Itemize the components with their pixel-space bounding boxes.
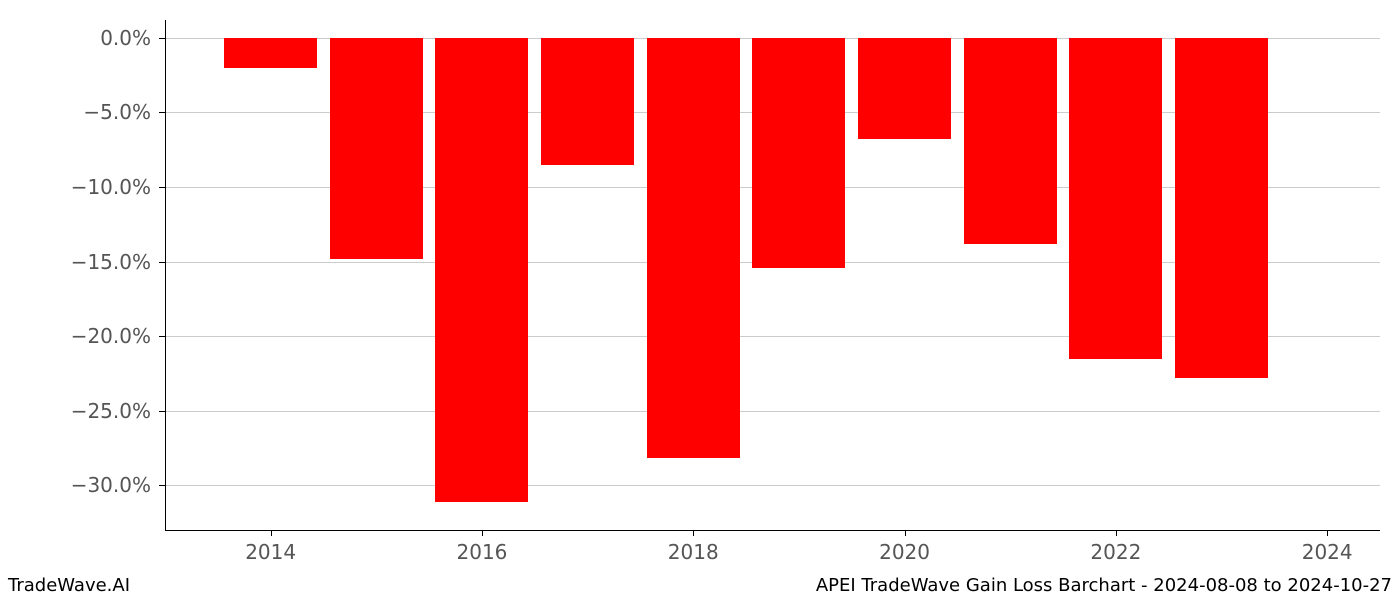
y-tick-label: −10.0% (0, 175, 151, 199)
x-tick-label: 2016 (457, 540, 508, 564)
bar (330, 38, 423, 259)
bar (964, 38, 1057, 244)
bar (647, 38, 740, 459)
grid-line (165, 411, 1380, 412)
grid-line (165, 485, 1380, 486)
y-tick-label: −5.0% (0, 100, 151, 124)
x-tick-label: 2022 (1090, 540, 1141, 564)
y-tick-label: −15.0% (0, 250, 151, 274)
chart-container: TradeWave.AI APEI TradeWave Gain Loss Ba… (0, 0, 1400, 600)
left-spine (165, 20, 166, 530)
y-tick-label: 0.0% (0, 26, 151, 50)
y-tick-label: −25.0% (0, 399, 151, 423)
bar (1175, 38, 1268, 378)
bar (1069, 38, 1162, 359)
x-tick-label: 2020 (879, 540, 930, 564)
y-tick-label: −30.0% (0, 473, 151, 497)
footer-left-caption: TradeWave.AI (8, 575, 130, 596)
y-tick-label: −20.0% (0, 324, 151, 348)
bar (752, 38, 845, 268)
bar (541, 38, 634, 165)
bar (435, 38, 528, 502)
x-tick-label: 2024 (1302, 540, 1353, 564)
bar (858, 38, 951, 139)
bottom-spine (165, 530, 1380, 531)
footer-right-caption: APEI TradeWave Gain Loss Barchart - 2024… (816, 575, 1392, 596)
x-tick-label: 2018 (668, 540, 719, 564)
bar (224, 38, 317, 68)
x-tick-label: 2014 (245, 540, 296, 564)
